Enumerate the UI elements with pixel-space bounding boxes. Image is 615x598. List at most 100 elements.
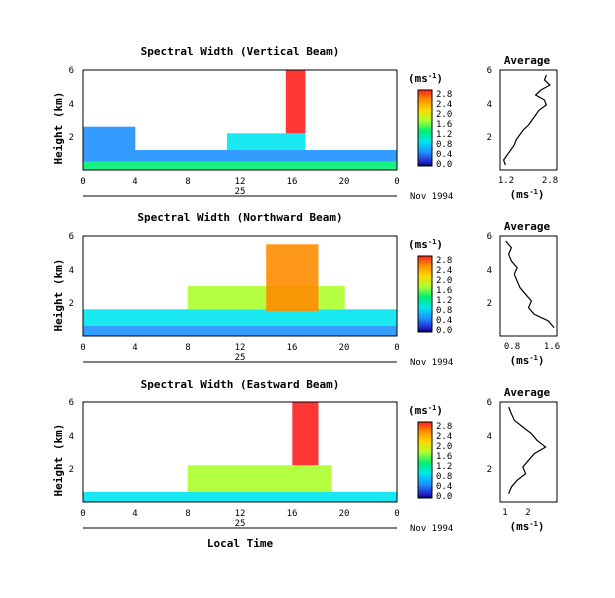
cb-tick: 0.0 bbox=[436, 160, 452, 170]
date-label: Nov 1994 bbox=[410, 358, 453, 368]
x-tick: 12 bbox=[235, 509, 246, 519]
avg-x-label: (ms-1) bbox=[510, 520, 545, 533]
avg-title: Average bbox=[504, 220, 551, 233]
avg-y-tick: 6 bbox=[487, 398, 492, 408]
x-tick: 4 bbox=[132, 509, 137, 519]
cb-tick: 2.4 bbox=[436, 432, 452, 442]
x-tick: 0 bbox=[80, 509, 85, 519]
x-tick: 16 bbox=[287, 177, 298, 187]
x-tick: 12 bbox=[235, 343, 246, 353]
cb-tick: 2.8 bbox=[436, 90, 452, 100]
avg-title: Average bbox=[504, 386, 551, 399]
heatmap-cell-1 bbox=[83, 309, 397, 326]
avg-x-label: (ms-1) bbox=[510, 354, 545, 367]
cb-tick: 2.4 bbox=[436, 266, 452, 276]
panel-eastward: Spectral Width (Eastward Beam) Height (k… bbox=[52, 378, 558, 550]
heatmap-cell-3 bbox=[226, 133, 306, 150]
cb-tick: 2.0 bbox=[436, 442, 452, 452]
cb-tick: 2.4 bbox=[436, 100, 452, 110]
avg-x-tick: 2.8 bbox=[542, 176, 558, 186]
y-axis-label: Height (km) bbox=[52, 92, 65, 165]
avg-x-tick: 1 bbox=[502, 508, 507, 518]
colorbar-unit: (ms-1) bbox=[408, 72, 443, 85]
heatmap-cell-2 bbox=[292, 402, 319, 466]
heatmap-vertical bbox=[83, 70, 397, 170]
avg-y-tick: 2 bbox=[487, 133, 492, 143]
cb-tick: 0.8 bbox=[436, 140, 452, 150]
avg-x-tick: 1.2 bbox=[498, 176, 514, 186]
avg-x-tick: 0.8 bbox=[504, 342, 520, 352]
x-tick: 12 bbox=[235, 177, 246, 187]
heatmap-cell-2 bbox=[83, 126, 136, 150]
cb-tick: 0.4 bbox=[436, 150, 452, 160]
avg-frame bbox=[499, 401, 558, 503]
heatmap-cell-1 bbox=[187, 465, 332, 492]
avg-frame bbox=[499, 235, 558, 337]
cb-tick: 2.8 bbox=[436, 422, 452, 432]
cb-tick: 0.8 bbox=[436, 472, 452, 482]
heatmap-cell-0 bbox=[83, 492, 397, 502]
date-label: Nov 1994 bbox=[410, 524, 453, 534]
avg-y-tick: 4 bbox=[487, 266, 492, 276]
plot-frame bbox=[82, 235, 398, 337]
colorbar-ticks: 2.8 2.4 2.0 1.6 1.2 0.8 0.4 0.0 bbox=[436, 90, 452, 170]
y-tick: 2 bbox=[69, 133, 74, 143]
y-tick: 2 bbox=[69, 465, 74, 475]
panel-northward: Spectral Width (Northward Beam) Height (… bbox=[52, 211, 560, 368]
x-tick: 0 bbox=[80, 343, 85, 353]
day-label: 25 bbox=[235, 519, 246, 529]
colorbar-ticks: 2.8 2.4 2.0 1.6 1.2 0.8 0.4 0.0 bbox=[436, 256, 452, 336]
x-tick: 20 bbox=[339, 509, 350, 519]
avg-x-tick: 2 bbox=[525, 508, 530, 518]
avg-frame bbox=[499, 69, 558, 171]
average-profile-line bbox=[502, 74, 551, 166]
cb-tick: 2.0 bbox=[436, 110, 452, 120]
cb-tick: 1.6 bbox=[436, 120, 452, 130]
cb-tick: 1.2 bbox=[436, 462, 452, 472]
x-tick: 16 bbox=[287, 509, 298, 519]
panel-vertical: Spectral Width (Vertical Beam) Height (k… bbox=[52, 45, 558, 202]
x-tick: 8 bbox=[185, 177, 190, 187]
avg-y-tick: 4 bbox=[487, 432, 492, 442]
plot-frame bbox=[82, 69, 398, 171]
x-tick: 4 bbox=[132, 343, 137, 353]
x-tick: 20 bbox=[339, 177, 350, 187]
cb-tick: 1.2 bbox=[436, 130, 452, 140]
colorbar-unit: (ms-1) bbox=[408, 404, 443, 417]
avg-profile-eastward bbox=[508, 406, 547, 494]
avg-y-tick: 6 bbox=[487, 232, 492, 242]
x-tick: 0 bbox=[394, 509, 399, 519]
x-tick: 0 bbox=[394, 177, 399, 187]
colorbar bbox=[417, 89, 433, 167]
avg-profile-vertical bbox=[502, 74, 551, 166]
x-axis-label: Local Time bbox=[207, 537, 274, 550]
panel-title: Spectral Width (Northward Beam) bbox=[137, 211, 342, 224]
cb-tick: 0.0 bbox=[436, 326, 452, 336]
colorbar bbox=[417, 255, 433, 333]
cb-tick: 0.4 bbox=[436, 482, 452, 492]
average-profile-line bbox=[508, 406, 547, 494]
colorbar bbox=[417, 421, 433, 499]
heatmap-cell-0 bbox=[83, 326, 397, 336]
cb-tick: 0.4 bbox=[436, 316, 452, 326]
colorbar-ticks: 2.8 2.4 2.0 1.6 1.2 0.8 0.4 0.0 bbox=[436, 422, 452, 502]
x-tick: 16 bbox=[287, 343, 298, 353]
avg-title: Average bbox=[504, 54, 551, 67]
avg-y-tick: 4 bbox=[487, 100, 492, 110]
y-tick: 2 bbox=[69, 299, 74, 309]
panel-title: Spectral Width (Eastward Beam) bbox=[141, 378, 340, 391]
day-label: 25 bbox=[235, 353, 246, 363]
cb-tick: 1.6 bbox=[436, 452, 452, 462]
colorbar-unit: (ms-1) bbox=[408, 238, 443, 251]
y-tick: 4 bbox=[69, 100, 74, 110]
date-label: Nov 1994 bbox=[410, 192, 453, 202]
cb-tick: 1.6 bbox=[436, 286, 452, 296]
x-tick: 20 bbox=[339, 343, 350, 353]
cb-tick: 2.0 bbox=[436, 276, 452, 286]
heatmap-northward bbox=[83, 244, 397, 336]
avg-y-tick: 6 bbox=[487, 66, 492, 76]
y-tick: 6 bbox=[69, 66, 74, 76]
y-tick: 6 bbox=[69, 398, 74, 408]
heatmap-eastward bbox=[83, 402, 397, 502]
x-tick: 8 bbox=[185, 509, 190, 519]
